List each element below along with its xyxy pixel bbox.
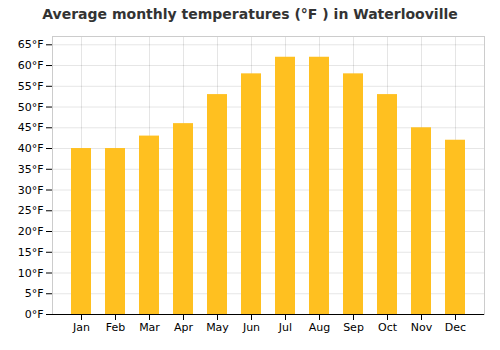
svg-text:Jul: Jul <box>278 321 292 334</box>
svg-text:55°F: 55°F <box>18 80 44 93</box>
svg-text:35°F: 35°F <box>18 163 44 176</box>
html-text:Average monthly temperatures (: Average monthly temperatures (°F ) in Wa… <box>42 6 458 22</box>
svg-text:0°F: 0°F <box>25 308 44 321</box>
svg-text:45°F: 45°F <box>18 121 44 134</box>
svg-text:50°F: 50°F <box>18 101 44 114</box>
svg-text:40°F: 40°F <box>18 142 44 155</box>
svg-text:65°F: 65°F <box>18 38 44 51</box>
svg-text:Apr: Apr <box>174 321 194 334</box>
svg-text:Mar: Mar <box>139 321 160 334</box>
svg-text:10°F: 10°F <box>18 267 44 280</box>
svg-text:25°F: 25°F <box>18 204 44 217</box>
svg-text:Aug: Aug <box>309 321 330 334</box>
svg-text:Oct: Oct <box>378 321 398 334</box>
svg-text:15°F: 15°F <box>18 246 44 259</box>
svg-text:Jun: Jun <box>242 321 260 334</box>
svg-text:Nov: Nov <box>411 321 433 334</box>
svg-text:Dec: Dec <box>445 321 466 334</box>
svg-text:30°F: 30°F <box>18 184 44 197</box>
svg-text:60°F: 60°F <box>18 59 44 72</box>
svg-text:20°F: 20°F <box>18 225 44 238</box>
svg-text:Jan: Jan <box>72 321 90 334</box>
svg-text:May: May <box>206 321 229 334</box>
svg-text:5°F: 5°F <box>25 287 44 300</box>
svg-text:Feb: Feb <box>106 321 125 334</box>
svg-text:Sep: Sep <box>343 321 364 334</box>
